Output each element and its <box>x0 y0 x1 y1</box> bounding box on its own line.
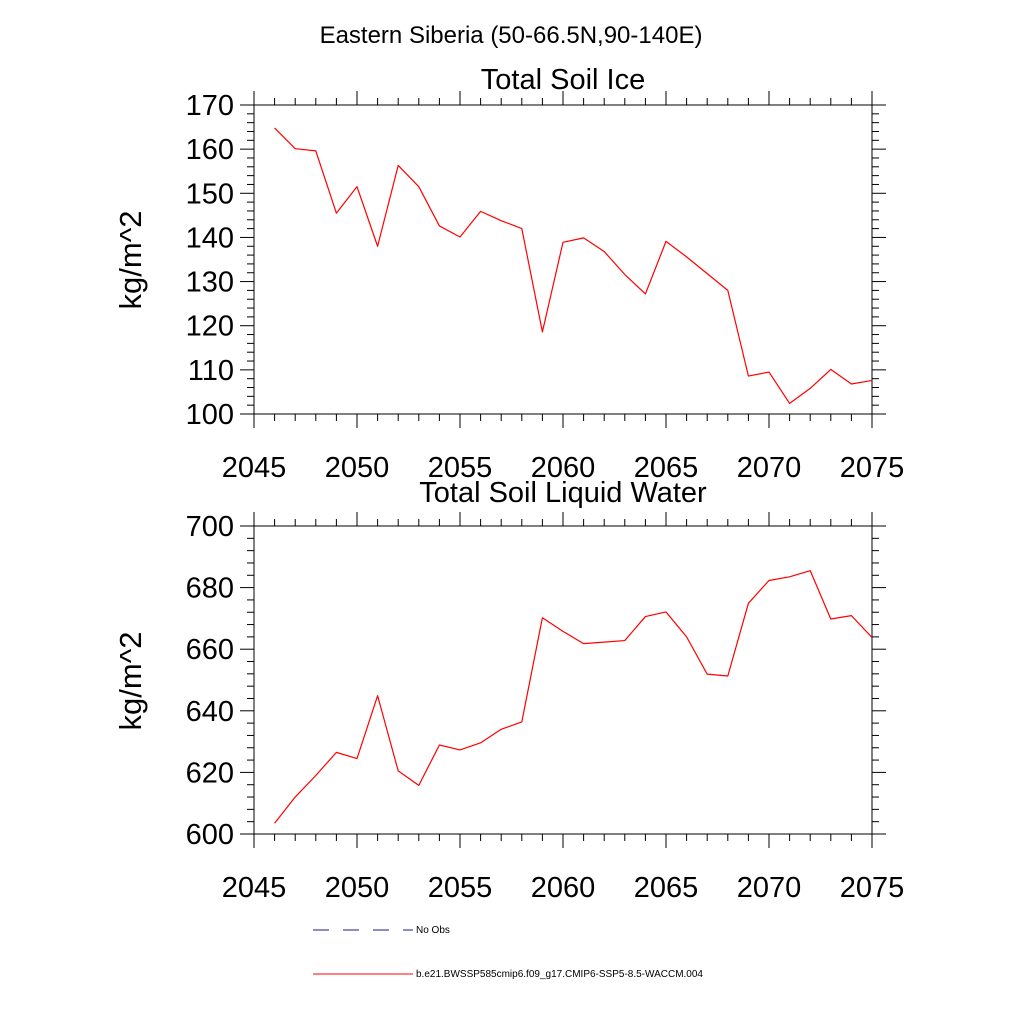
tick-labels: 2045 2050 2055 2060 2065 2070 2075 600 620 640 660… <box>186 511 905 904</box>
y-axis-label: kg/m^2 <box>113 632 148 731</box>
x-tick-label: 2075 <box>840 452 905 484</box>
y-tick-label: 660 <box>186 634 234 666</box>
y-tick-label: 100 <box>186 399 234 431</box>
y-axis-label: kg/m^2 <box>113 211 148 310</box>
axis-ticks <box>240 91 886 428</box>
y-tick-label: 120 <box>186 311 234 343</box>
x-tick-label: 2070 <box>737 452 802 484</box>
y-tick-label: 680 <box>186 573 234 605</box>
y-tick-label: 170 <box>186 90 234 122</box>
y-tick-label: 700 <box>186 511 234 543</box>
y-tick-label: 160 <box>186 134 234 166</box>
panel-total-soil-liquid-water: Total Soil Liquid Water kg/m^2 2045 2050 2… <box>113 477 904 904</box>
plot-border <box>253 525 873 835</box>
x-tick-label: 2045 <box>222 452 287 484</box>
series-line <box>274 570 873 824</box>
x-tick-label: 2045 <box>222 872 287 904</box>
x-tick-label: 2050 <box>325 872 390 904</box>
panel-title: Total Soil Ice <box>481 64 645 96</box>
plot-border <box>253 104 873 415</box>
y-tick-label: 150 <box>186 178 234 210</box>
x-tick-label: 2065 <box>634 872 699 904</box>
legend-label: No Obs <box>416 925 450 936</box>
panel-total-soil-ice: Total Soil Ice kg/m^2 2045 2050 2055 2060 20… <box>113 64 904 484</box>
tick-labels: 2045 2050 2055 2060 2065 2070 2075 100 110 120 130… <box>186 90 905 484</box>
figure-title: Eastern Siberia (50-66.5N,90-140E) <box>320 22 703 49</box>
x-tick-label: 2065 <box>634 452 699 484</box>
series-line <box>274 127 873 405</box>
y-tick-label: 140 <box>186 222 234 254</box>
axis-ticks <box>240 512 886 848</box>
x-tick-label: 2070 <box>737 872 802 904</box>
x-tick-label: 2055 <box>428 452 493 484</box>
legend-item-no-obs: No Obs <box>313 925 450 936</box>
x-tick-label: 2075 <box>840 872 905 904</box>
x-tick-label: 2060 <box>531 452 596 484</box>
plot-frame <box>253 525 873 835</box>
legend-label: b.e21.BWSSP585cmip6.f09_g17.CMIP6-SSP5-8… <box>416 969 703 980</box>
y-tick-label: 620 <box>186 757 234 789</box>
series-group <box>274 570 873 824</box>
x-tick-label: 2060 <box>531 872 596 904</box>
panel-title: Total Soil Liquid Water <box>419 477 707 509</box>
x-tick-label: 2050 <box>325 452 390 484</box>
y-tick-label: 110 <box>188 355 234 387</box>
plot-frame <box>253 104 873 415</box>
y-tick-label: 130 <box>186 267 234 299</box>
x-tick-label: 2055 <box>428 872 493 904</box>
y-tick-label: 600 <box>186 819 234 851</box>
legend: No Obs b.e21.BWSSP585cmip6.f09_g17.CMIP6… <box>313 925 703 980</box>
y-tick-label: 640 <box>186 696 234 728</box>
series-group <box>274 127 873 405</box>
legend-item-model: b.e21.BWSSP585cmip6.f09_g17.CMIP6-SSP5-8… <box>313 969 703 980</box>
